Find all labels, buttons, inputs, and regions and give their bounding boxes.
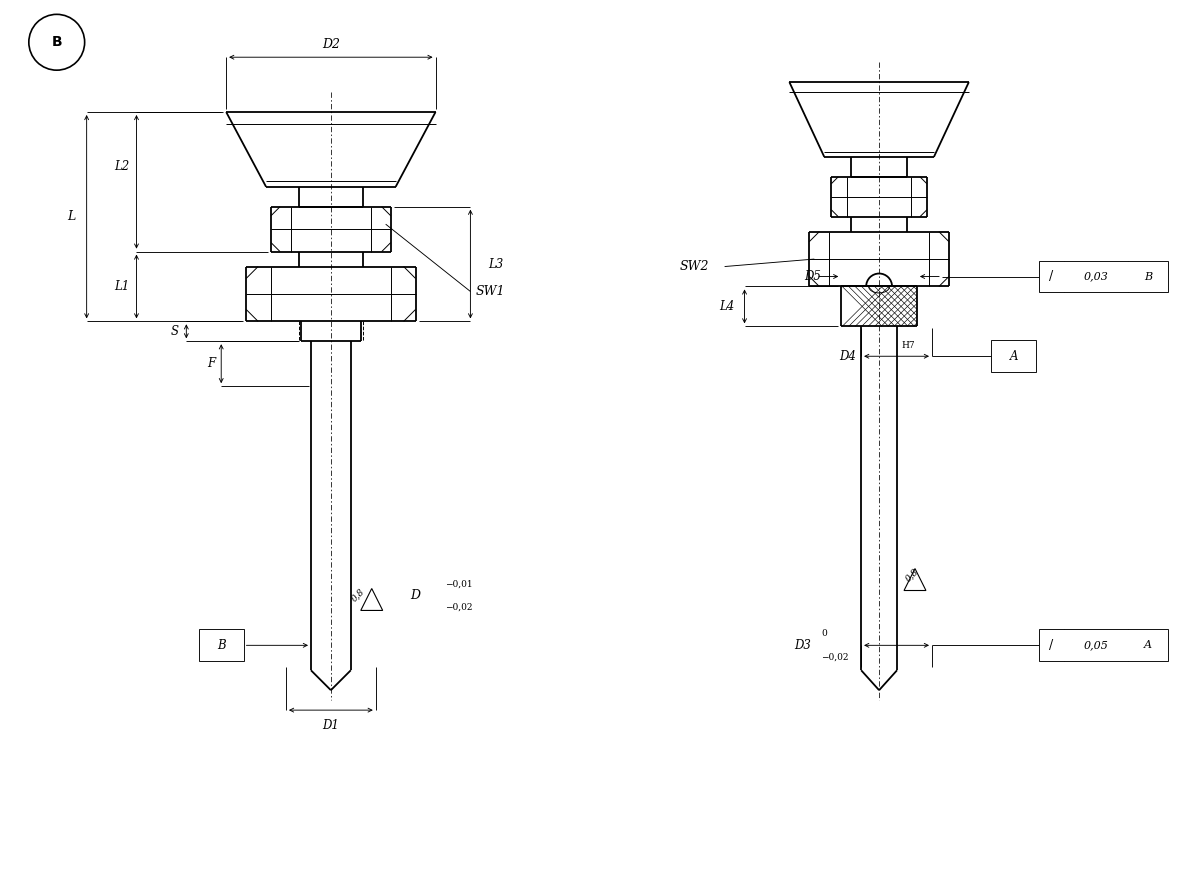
Text: L2: L2 <box>114 160 130 173</box>
Text: /: / <box>1049 638 1054 652</box>
Text: SW1: SW1 <box>475 285 505 298</box>
Text: 0,05: 0,05 <box>1084 640 1109 651</box>
Bar <box>1038 630 1168 661</box>
Text: L1: L1 <box>114 280 130 293</box>
Bar <box>991 341 1036 372</box>
Text: A: A <box>1145 640 1152 651</box>
Text: L3: L3 <box>488 258 504 271</box>
Text: −0,02: −0,02 <box>445 603 473 611</box>
Text: D: D <box>410 589 421 602</box>
Text: /: / <box>1049 270 1054 283</box>
Polygon shape <box>361 589 383 611</box>
Text: B: B <box>217 638 226 652</box>
Text: D2: D2 <box>322 37 340 51</box>
Text: D1: D1 <box>323 719 340 732</box>
Text: D4: D4 <box>839 350 856 362</box>
Text: F: F <box>208 357 215 370</box>
Polygon shape <box>904 569 926 591</box>
Text: 0: 0 <box>821 630 827 638</box>
Text: 0,8: 0,8 <box>904 567 920 584</box>
Text: L4: L4 <box>719 300 734 313</box>
Text: B: B <box>52 35 62 50</box>
Text: H7: H7 <box>901 341 914 350</box>
Text: A: A <box>1009 350 1018 362</box>
Text: −0,02: −0,02 <box>821 652 848 661</box>
Bar <box>199 630 244 661</box>
Text: 0,8: 0,8 <box>349 587 366 604</box>
Text: −0,01: −0,01 <box>445 579 473 589</box>
Text: SW2: SW2 <box>679 260 709 273</box>
Text: D3: D3 <box>794 638 811 652</box>
Bar <box>1038 260 1168 293</box>
Text: L: L <box>67 210 76 223</box>
Text: 0,03: 0,03 <box>1084 272 1109 281</box>
Text: D5: D5 <box>804 270 821 283</box>
Text: S: S <box>170 325 179 338</box>
Text: B: B <box>1144 272 1152 281</box>
